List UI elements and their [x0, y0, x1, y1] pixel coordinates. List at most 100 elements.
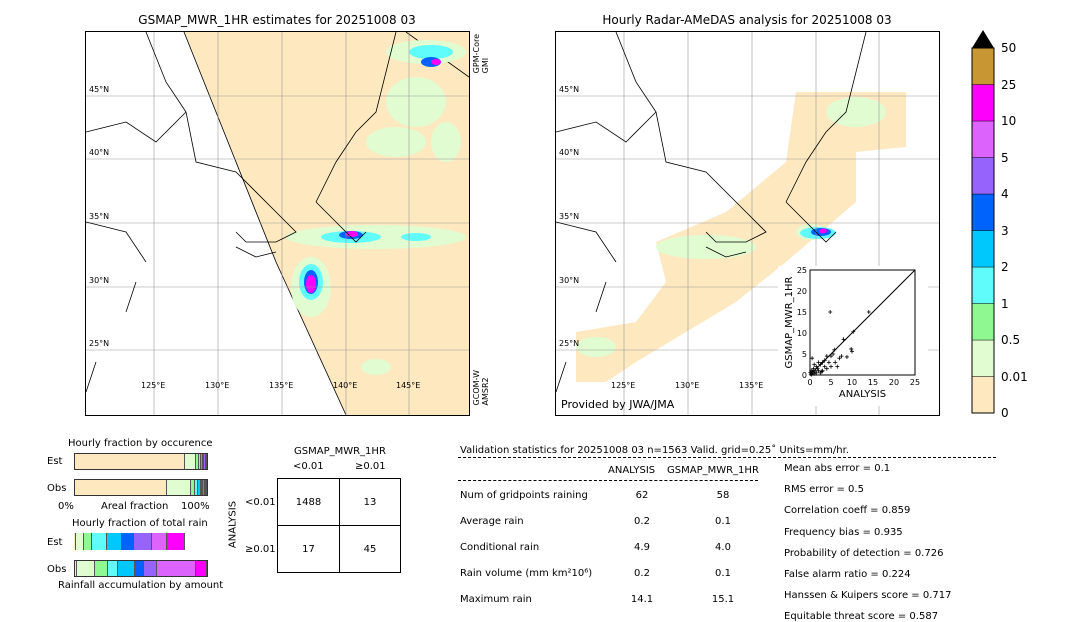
bar-segment: [76, 533, 85, 550]
x-tick-label: 0: [807, 378, 812, 387]
left-map-title: GSMAP_MWR_1HR estimates for 20251008 03: [138, 13, 416, 27]
y-tick-label: 25: [797, 266, 807, 275]
lat-label: 30°N: [559, 276, 580, 285]
bar-segment: [84, 533, 93, 550]
scatter-frame: [809, 269, 916, 376]
col-label: <0.01: [293, 461, 324, 472]
x-tick-label: 15: [868, 378, 878, 387]
lat-label: 40°N: [89, 148, 110, 157]
gsmap-value: 58: [716, 490, 730, 501]
gsmap-value: 4.0: [715, 542, 731, 553]
scatter-point: [832, 347, 837, 352]
lon-label: 125°E: [611, 381, 636, 390]
bar-segment: [198, 454, 202, 469]
scatter-point: [818, 362, 823, 367]
scatter-point: [839, 354, 844, 359]
bar-segment: [134, 561, 145, 576]
sensor-label-top: GPM-Core GMI: [472, 34, 490, 73]
occurrence-xlabel: Areal fraction: [101, 501, 169, 512]
colorbar-label: 5: [1001, 150, 1009, 165]
lat-label: 30°N: [89, 276, 110, 285]
y-axis-label: GSMAP_MWR_1HR: [784, 277, 795, 369]
scatter-point: [826, 360, 831, 365]
colorbar-bin: [971, 376, 995, 414]
one-to-one-line: [809, 269, 916, 376]
scatter-point: [820, 368, 825, 373]
scatter-point: [844, 354, 849, 359]
bar-segment: [195, 561, 207, 576]
lat-label: 45°N: [89, 85, 110, 94]
bar-segment: [191, 480, 195, 495]
score: Mean abs error = 0.1: [784, 463, 891, 474]
stat-label: Rain volume (mm km²10⁶): [460, 568, 593, 579]
score: Equitable threat score = 0.587: [784, 611, 939, 622]
colorbar-label: 0: [1001, 406, 1009, 420]
scatter-point: [829, 364, 833, 369]
col-header: ANALYSIS: [608, 465, 656, 476]
bar-segment: [203, 480, 205, 495]
bar-segment: [201, 480, 204, 495]
scatter-point: [829, 354, 833, 359]
gsmap-value: 0.1: [715, 516, 731, 527]
analysis-value: 0.2: [634, 568, 650, 579]
colorbar-bin: [971, 84, 995, 122]
bar-segment: [75, 454, 186, 469]
total-rain-title: Hourly fraction of total rain: [72, 518, 208, 529]
colorbar-label: 3: [1001, 223, 1009, 238]
cell: 17: [277, 525, 340, 573]
cell: 13: [339, 478, 401, 526]
data-credit: Provided by JWA/JMA: [561, 398, 675, 411]
colorbar-frame: [971, 47, 995, 414]
lon-label: 145°E: [396, 381, 421, 390]
obs-label: Obs: [47, 483, 67, 494]
bar-segment: [198, 480, 202, 495]
lat-label: 35°N: [559, 212, 580, 221]
scatter-point: [833, 360, 838, 365]
bar-segment: [92, 533, 108, 550]
analysis-value: 0.2: [634, 516, 650, 527]
bar-segment: [144, 561, 157, 576]
scatter-point: [822, 358, 827, 363]
contingency-title: GSMAP_MWR_1HR: [294, 446, 386, 457]
lon-label: 135°E: [739, 381, 764, 390]
sensor-name: GPM-Core: [472, 34, 481, 74]
colorbar-bin: [971, 120, 995, 158]
tick-100pct: 100%: [181, 501, 210, 512]
scatter-point: [810, 369, 815, 374]
occurrence-title: Hourly fraction by occurence: [68, 438, 213, 449]
scatter-point: [837, 356, 842, 361]
bar-segment: [108, 561, 119, 576]
y-tick-label: 15: [797, 308, 807, 317]
bar-segment: [156, 561, 196, 576]
right-map-title: Hourly Radar-AMeDAS analysis for 2025100…: [602, 13, 892, 27]
tick-0pct: 0%: [58, 501, 74, 512]
lon-label: 135°E: [269, 381, 294, 390]
scatter-point: [866, 310, 871, 314]
y-tick-label: 10: [797, 329, 807, 338]
bar-segment: [194, 480, 199, 495]
stats-header: Validation statistics for 20251008 03 n=…: [460, 445, 849, 456]
est-label: Est: [47, 456, 63, 467]
row-title: ANALYSIS: [227, 500, 239, 549]
colorbar-bin: [971, 339, 995, 377]
stat-label: Average rain: [460, 516, 524, 527]
scatter-point: [828, 310, 833, 314]
sensor-name: GMI: [481, 57, 490, 74]
colorbar-label: 0.5: [1001, 333, 1021, 347]
bar-segment: [205, 454, 207, 469]
bar-segment: [134, 533, 153, 550]
lon-label: 130°E: [205, 381, 230, 390]
scatter-point: [849, 346, 854, 351]
gsmap-value: 15.1: [711, 594, 735, 605]
bar-segment: [204, 454, 206, 469]
bar-segment: [152, 533, 168, 550]
x-tick-label: 20: [889, 378, 899, 387]
scatter-point: [810, 356, 815, 361]
x-tick-label: 5: [828, 378, 833, 387]
scatter-point: [820, 360, 825, 365]
bar-segment: [77, 561, 95, 576]
scatter-point: [816, 360, 821, 365]
scatter-point: [812, 371, 817, 376]
score: False alarm ratio = 0.224: [784, 569, 911, 580]
bar-segment: [196, 454, 199, 469]
